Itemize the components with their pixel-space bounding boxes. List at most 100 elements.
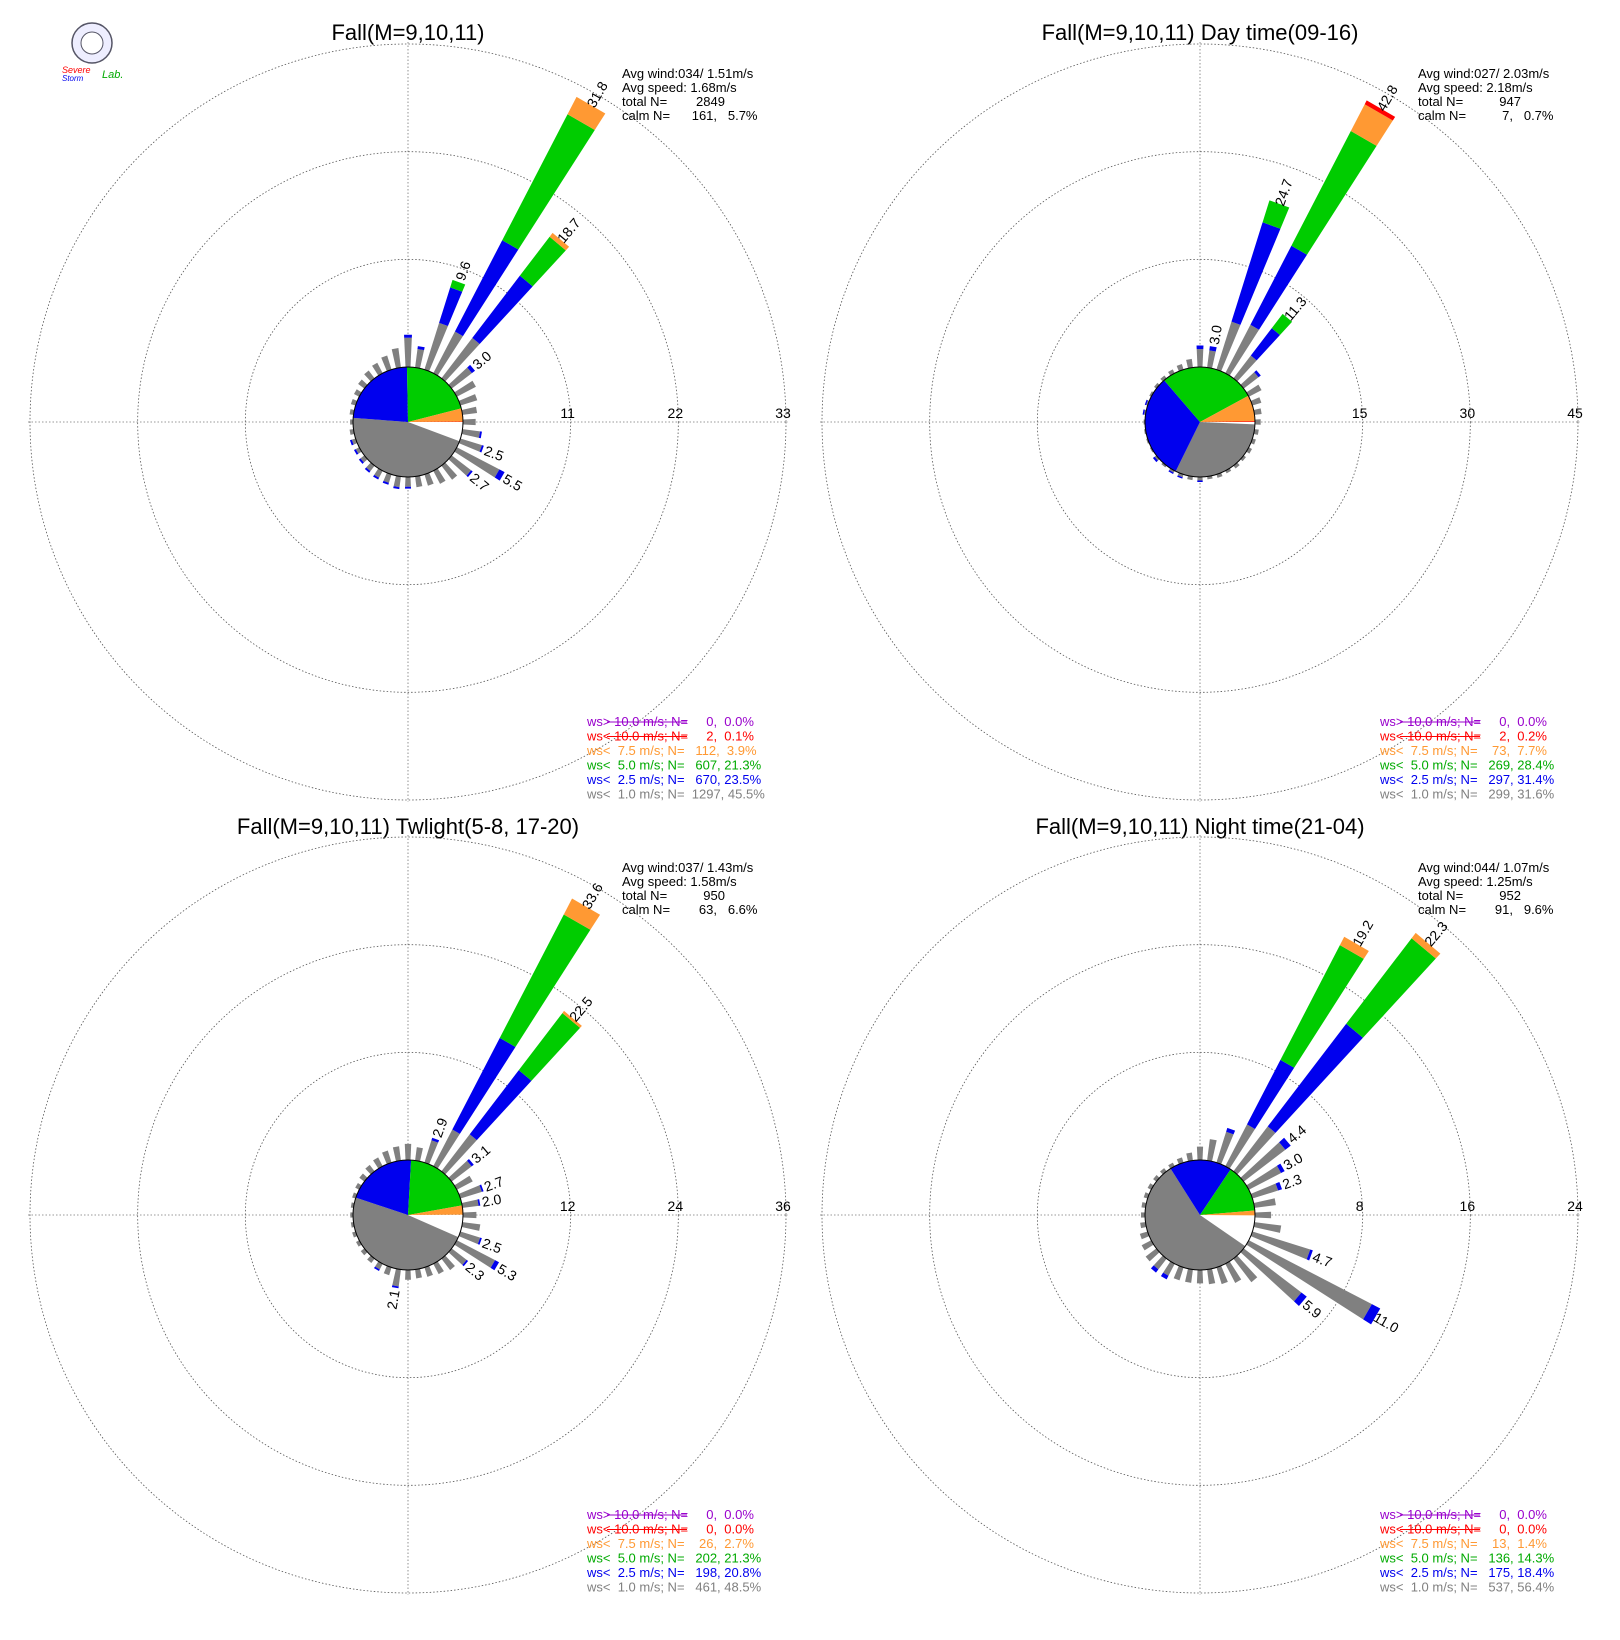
petal-segment: [472, 275, 533, 345]
petal-segment: [404, 337, 412, 368]
petal-segment: [424, 1265, 433, 1277]
petal-segment: [1209, 346, 1217, 352]
petal-segment: [1139, 1231, 1150, 1240]
petal-segment: [448, 1160, 472, 1182]
panel-title: Fall(M=9,10,11) Night time(21-04): [1035, 814, 1364, 839]
petal-segment: [424, 1140, 439, 1165]
info-avg-speed: Avg speed: 1.68m/s: [622, 80, 737, 95]
logo-text-storm: Storm: [62, 74, 84, 83]
petal-segment: [1350, 104, 1393, 146]
petal-segment: [1253, 408, 1262, 415]
petal-segment: [1240, 372, 1259, 389]
petal-segment: [404, 334, 412, 338]
pie-wedge: [1200, 1215, 1255, 1247]
petal-segment: [1160, 1272, 1169, 1280]
pie-wedge: [1164, 366, 1249, 422]
petal-label: 2.5: [482, 442, 506, 464]
ring-label: 33: [775, 405, 791, 421]
petal-segment: [448, 455, 472, 476]
pie-outline: [1144, 1159, 1256, 1271]
petal-segment: [374, 468, 383, 478]
petal-segment: [462, 1211, 477, 1219]
petal-segment: [1149, 391, 1154, 397]
petal-segment: [1207, 350, 1216, 369]
petal-segment: [1246, 1165, 1282, 1190]
pie-wedge: [1144, 1168, 1246, 1271]
logo-text-lab: Lab.: [102, 69, 123, 81]
petal-segment: [353, 449, 359, 455]
petal-segment: [461, 1199, 479, 1208]
petal-segment: [1225, 324, 1260, 376]
range-ring: [244, 1051, 572, 1379]
petal-segment: [433, 331, 463, 376]
petal-segment: [518, 1013, 581, 1081]
info-avg-wind: Avg wind:034/ 1.51m/s: [622, 66, 754, 81]
ring-label: 24: [668, 1198, 684, 1214]
info-total: total N= 950: [622, 888, 725, 903]
petal-segment: [466, 1158, 474, 1167]
petal-segment: [1231, 222, 1281, 325]
petal-segment: [1240, 1248, 1302, 1302]
petal-segment: [1186, 358, 1193, 369]
ring-label: 15: [1352, 405, 1368, 421]
petal-segment: [1169, 468, 1175, 473]
petal-segment: [1163, 1261, 1175, 1276]
petal-segment: [1216, 321, 1241, 372]
petal-segment: [1250, 1183, 1279, 1199]
legend-entry: ws< 5.0 m/s; N= 202, 21.3%: [586, 1551, 762, 1566]
petal-segment: [1363, 1304, 1381, 1325]
range-ring: [29, 836, 787, 1594]
petal-segment: [1145, 1248, 1160, 1262]
windrose-panel-3: Fall(M=9,10,11) Twlight(5-8, 17-20) 12 24 3…: [28, 814, 791, 1595]
petal-segment: [1144, 399, 1148, 406]
petal-segment: [433, 468, 446, 484]
panel-title: Fall(M=9,10,11) Twlight(5-8, 17-20): [237, 814, 579, 839]
petal-label: 11.0: [1371, 1309, 1402, 1336]
petal-segment: [479, 445, 484, 453]
petal-segment: [1276, 1163, 1285, 1173]
petal-label: 3.0: [1206, 324, 1225, 346]
petal-label: 2.5: [480, 1235, 504, 1257]
severe-storm-lab-logo: Severe Storm Lab.: [62, 22, 123, 83]
petal-segment: [1254, 370, 1261, 378]
ring-label: 11: [560, 405, 575, 421]
petal-segment: [454, 1240, 496, 1268]
range-ring: [29, 43, 787, 801]
ring-label: 16: [1460, 1198, 1476, 1214]
petal-segment: [519, 236, 566, 287]
info-avg-speed: Avg speed: 2.18m/s: [1418, 80, 1533, 95]
petal-segment: [494, 469, 505, 481]
petal-segment: [1207, 1268, 1216, 1285]
petal-segment: [1142, 409, 1145, 415]
petal-label: 3.0: [1281, 1149, 1306, 1173]
petal-segment: [452, 1037, 516, 1134]
petal-segment: [1250, 1231, 1311, 1260]
windrose-panel-1: Fall(M=9,10,11)11 22 339.631.818.73.02.55.…: [28, 20, 791, 802]
petal-segment: [405, 1269, 411, 1280]
info-avg-wind: Avg wind:027/ 2.03m/s: [1418, 66, 1550, 81]
info-avg-wind: Avg wind:044/ 1.07m/s: [1418, 860, 1550, 875]
petal-label: 2.7: [482, 1173, 506, 1195]
ring-label: 22: [668, 405, 684, 421]
petal-label: 19.2: [1349, 917, 1377, 949]
petal-segment: [441, 1255, 455, 1271]
info-calm: calm N= 63, 6.6%: [622, 902, 758, 917]
petal-segment: [364, 467, 371, 473]
pie-wedge: [1200, 422, 1255, 425]
petal-label: 31.8: [583, 78, 611, 110]
petal-segment: [1240, 1142, 1286, 1182]
legend-entry: ws< 5.0 m/s; N= 136, 14.3%: [1379, 1551, 1555, 1566]
petal-segment: [1250, 245, 1307, 330]
petal-segment: [383, 472, 392, 483]
petal-segment: [458, 1231, 481, 1245]
petal-segment: [1197, 480, 1203, 482]
petal-label: 2.1: [384, 1288, 403, 1310]
logo-seal-inner: [80, 31, 104, 55]
petal-segment: [1346, 938, 1436, 1038]
legend-entry: ws< 5.0 m/s; N= 607, 21.3%: [586, 758, 762, 773]
petal-segment: [360, 1248, 368, 1256]
petal-segment: [454, 1175, 473, 1190]
info-total: total N= 947: [1418, 94, 1521, 109]
petal-segment: [382, 480, 389, 485]
petal-segment: [467, 364, 476, 374]
